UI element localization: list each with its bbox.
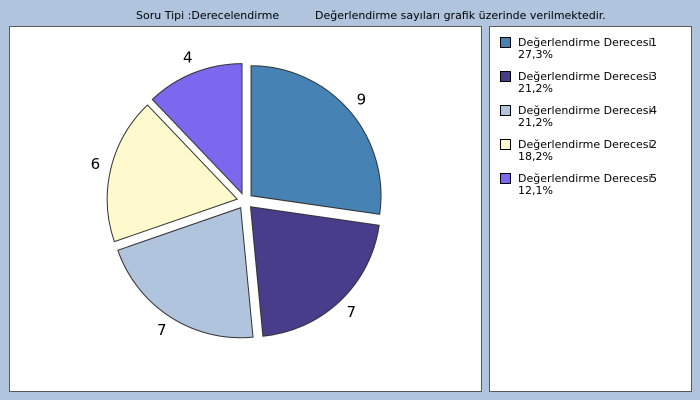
legend-number: 1 bbox=[650, 36, 657, 49]
chart-header: Soru Tipi :Derecelendirme Değerlendirme … bbox=[0, 9, 700, 25]
legend-swatch bbox=[500, 71, 511, 82]
slice-value-label: 9 bbox=[357, 91, 367, 109]
legend-item: Değerlendirme Derecesi 5 12,1% bbox=[500, 172, 685, 202]
legend-number: 5 bbox=[650, 172, 657, 185]
legend-percentage: 21,2% bbox=[518, 82, 553, 95]
legend-swatch bbox=[500, 37, 511, 48]
legend-item: Değerlendirme Derecesi 3 21,2% bbox=[500, 70, 685, 100]
legend-percentage: 27,3% bbox=[518, 48, 553, 61]
legend-percentage: 12,1% bbox=[518, 184, 553, 197]
pie-chart: 9 7 7 6 4 bbox=[91, 49, 382, 339]
legend-label: Değerlendirme Derecesi bbox=[518, 172, 652, 185]
slice-value-label: 6 bbox=[91, 155, 101, 173]
legend-percentage: 18,2% bbox=[518, 150, 553, 163]
legend-swatch bbox=[500, 139, 511, 150]
legend-label: Değerlendirme Derecesi bbox=[518, 138, 652, 151]
slice-value-label: 7 bbox=[346, 303, 356, 321]
legend-item: Değerlendirme Derecesi 2 18,2% bbox=[500, 138, 685, 168]
pie-slice bbox=[151, 63, 243, 195]
legend-number: 3 bbox=[650, 70, 657, 83]
legend-panel: Değerlendirme Derecesi 1 27,3% Değerlend… bbox=[489, 26, 692, 392]
legend-swatch bbox=[500, 173, 511, 184]
legend-label: Değerlendirme Derecesi bbox=[518, 104, 652, 117]
legend-number: 2 bbox=[650, 138, 657, 151]
chart-note: Değerlendirme sayıları grafik üzerinde v… bbox=[315, 9, 606, 22]
legend-item: Değerlendirme Derecesi 1 27,3% bbox=[500, 36, 685, 66]
legend-number: 4 bbox=[650, 104, 657, 117]
slice-value-label: 4 bbox=[183, 49, 193, 67]
legend-percentage: 21,2% bbox=[518, 116, 553, 129]
pie-slice bbox=[106, 104, 239, 243]
legend-label: Değerlendirme Derecesi bbox=[518, 70, 652, 83]
legend-swatch bbox=[500, 105, 511, 116]
chart-panel: 9 7 7 6 4 bbox=[9, 26, 482, 392]
question-type-label: Soru Tipi :Derecelendirme bbox=[136, 9, 280, 22]
pie-slice bbox=[117, 207, 254, 339]
pie-slice bbox=[250, 65, 382, 215]
legend-item: Değerlendirme Derecesi 4 21,2% bbox=[500, 104, 685, 134]
pie-slice bbox=[249, 206, 380, 337]
slice-value-label: 7 bbox=[157, 321, 167, 339]
legend-label: Değerlendirme Derecesi bbox=[518, 36, 652, 49]
